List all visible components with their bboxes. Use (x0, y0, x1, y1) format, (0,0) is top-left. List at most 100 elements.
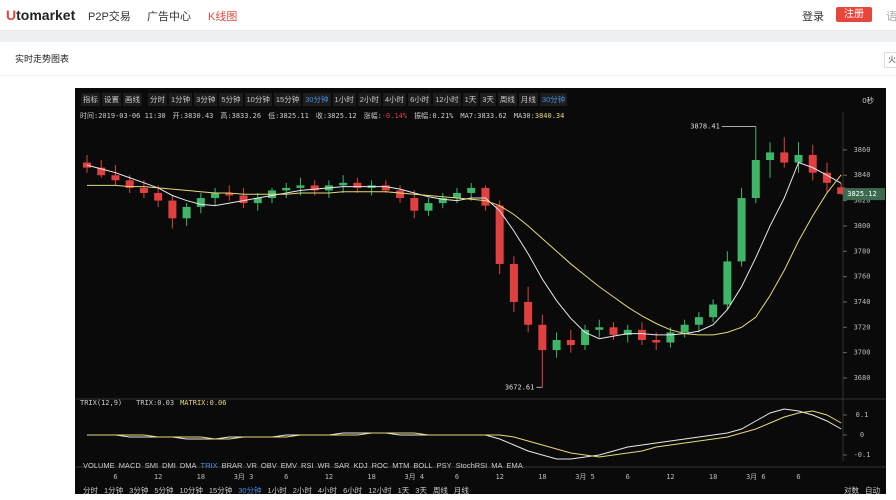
nav-link[interactable]: K线图 (208, 11, 238, 23)
x-tick-label: 18 (367, 473, 375, 481)
indicator-tab[interactable]: VOLUME (83, 461, 115, 470)
scale-option[interactable]: 对数 (844, 486, 859, 495)
period-button[interactable]: 5分钟 (154, 486, 174, 495)
side-button[interactable]: 火 (884, 52, 896, 68)
toolbar: 指标 设置 画线 分时 1分钟 3分钟 5分钟 10分钟 15分钟 30分钟 1小时 2小时 4小时 6小… (81, 93, 569, 106)
nav-link[interactable]: P2P交易 (88, 11, 131, 23)
trix-line (87, 408, 842, 460)
indicator-tab[interactable]: TRIX (200, 461, 218, 470)
x-tick-label: 12 (495, 473, 503, 481)
x-tick-label: 6 (284, 473, 288, 481)
scale-options: 对数 自动 (842, 484, 884, 497)
candle-body (737, 198, 746, 262)
logo[interactable]: Utomarket (6, 7, 76, 23)
period-button[interactable]: 周线 (497, 93, 517, 106)
trix-value: 0.03 (157, 399, 175, 407)
indicator-tab[interactable]: PSY (436, 461, 452, 470)
period-button[interactable]: 12小时 (368, 486, 392, 495)
candle-body (709, 304, 718, 318)
period-button[interactable]: 3天 (415, 486, 427, 495)
period-button[interactable]: 30分钟 (303, 93, 331, 106)
y-tick-label: 3700 (854, 349, 871, 357)
period-button[interactable]: 15分钟 (273, 93, 302, 106)
period-button[interactable]: 12小时 (433, 93, 461, 106)
candle-body (666, 332, 675, 343)
indicator-tab[interactable]: MA (491, 461, 503, 470)
period-button[interactable]: 周线 (432, 486, 448, 495)
period-button[interactable]: 2小时 (357, 93, 381, 106)
candle-body (339, 182, 348, 186)
tool-button[interactable]: 指标 (81, 93, 100, 106)
period-button[interactable]: 15分钟 (208, 486, 233, 495)
x-tick-label: 6 (113, 473, 117, 481)
candle-body (723, 261, 732, 305)
candle-body (680, 324, 689, 333)
period-button[interactable]: 1小时 (267, 486, 287, 495)
indicator-tab[interactable]: BOLL (413, 461, 433, 470)
indicator-tab[interactable]: DMI (162, 461, 176, 470)
period-button[interactable]: 6小时 (408, 93, 432, 106)
indicator-tab[interactable]: EMA (506, 461, 523, 470)
trix-tick-label: -0.1 (854, 451, 871, 459)
indicator-tab[interactable]: RSI (301, 461, 314, 470)
indicator-tab[interactable]: WR (317, 461, 331, 470)
period-button[interactable]: 1分钟 (104, 486, 124, 495)
candle-body (97, 167, 106, 176)
tool-button[interactable]: 画线 (123, 93, 142, 106)
indicator-tab[interactable]: BRAR (221, 461, 243, 470)
indicator-tab[interactable]: OBV (260, 461, 277, 470)
info-value: -0.14% (381, 112, 408, 120)
period-button[interactable]: 分时 (148, 93, 167, 106)
indicator-tab[interactable]: StochRSI (455, 461, 488, 470)
period-button[interactable]: 月线 (453, 486, 469, 495)
period-button[interactable]: 4小时 (382, 93, 407, 106)
scale-option[interactable]: 自动 (865, 486, 880, 495)
period-button[interactable]: 4小时 (317, 486, 338, 495)
period-button[interactable]: 3分钟 (129, 486, 149, 495)
period-button[interactable]: 1天 (462, 93, 479, 106)
period-button[interactable]: 10分钟 (179, 486, 203, 495)
indicator-tab[interactable]: SAR (334, 461, 350, 470)
period-button[interactable]: 1分钟 (169, 93, 193, 106)
countdown: 0秒 (860, 94, 878, 107)
x-tick-label: 3月 6 (746, 473, 766, 481)
register-button[interactable]: 注册 (836, 7, 872, 22)
indicator-tab[interactable]: SMI (144, 461, 159, 470)
period-button[interactable]: 6小时 (343, 486, 363, 495)
tool-button[interactable]: 设置 (102, 93, 121, 106)
x-tick-label: 3月 5 (575, 473, 595, 481)
period-button[interactable]: 30分钟 (238, 486, 262, 495)
candle-body (566, 339, 575, 346)
period-button[interactable]: 3天 (480, 93, 496, 106)
info-label: 时间: (80, 112, 99, 120)
bottom-periods: 分时 1分钟 3分钟 5分钟 10分钟 15分钟 30分钟 1小时 2小时 4小时 6小时 12小时 1… (81, 484, 473, 497)
kline-chart: 指标 设置 画线 分时 1分钟 3分钟 5分钟 10分钟 15分钟 30分钟 1小时 2小时 4小时 6小… (75, 88, 886, 497)
candle-body (581, 329, 590, 346)
period-button[interactable]: 5分钟 (219, 93, 243, 106)
period-button[interactable]: 10分钟 (244, 93, 272, 106)
period-button[interactable]: 分时 (83, 486, 98, 495)
language-link[interactable]: 语 (886, 11, 896, 23)
nav-link[interactable]: 广告中心 (147, 11, 191, 23)
indicator-tab[interactable]: VR (246, 461, 257, 470)
indicator-tab[interactable]: EMV (280, 461, 298, 470)
period-button[interactable]: 1小时 (332, 93, 356, 106)
candle-body (538, 324, 547, 351)
indicator-tab[interactable]: MACD (118, 461, 141, 470)
candle-body (652, 339, 661, 343)
period-dropdown[interactable]: 30分钟 (539, 93, 568, 106)
indicator-tab[interactable]: DMA (179, 461, 197, 470)
ma30-line (87, 174, 842, 336)
info-label: 振幅: (414, 112, 433, 120)
indicator-tab[interactable]: KDJ (353, 461, 368, 470)
indicator-tab[interactable]: ROC (371, 461, 389, 470)
period-button[interactable]: 月线 (518, 93, 538, 106)
login-link[interactable]: 登录 (802, 11, 824, 23)
period-button[interactable]: 2小时 (292, 486, 312, 495)
period-button[interactable]: 3分钟 (194, 93, 218, 106)
max-label: 3878.41 (690, 123, 720, 131)
period-button[interactable]: 1天 (397, 486, 410, 495)
x-tick-label: 3月 4 (404, 473, 424, 481)
section-title: 实时走势图表 (15, 54, 70, 64)
indicator-tab[interactable]: MTM (392, 461, 410, 470)
